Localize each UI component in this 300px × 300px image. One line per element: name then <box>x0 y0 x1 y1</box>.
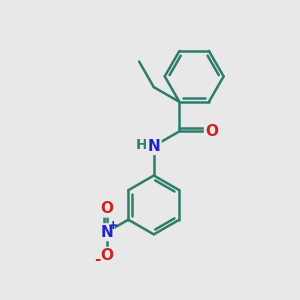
Text: O: O <box>100 248 113 263</box>
Text: +: + <box>108 219 118 232</box>
Text: N: N <box>100 225 113 240</box>
Text: O: O <box>205 124 218 139</box>
Text: O: O <box>100 201 113 216</box>
Text: N: N <box>148 139 160 154</box>
Text: H: H <box>136 138 147 152</box>
Text: -: - <box>94 252 101 267</box>
